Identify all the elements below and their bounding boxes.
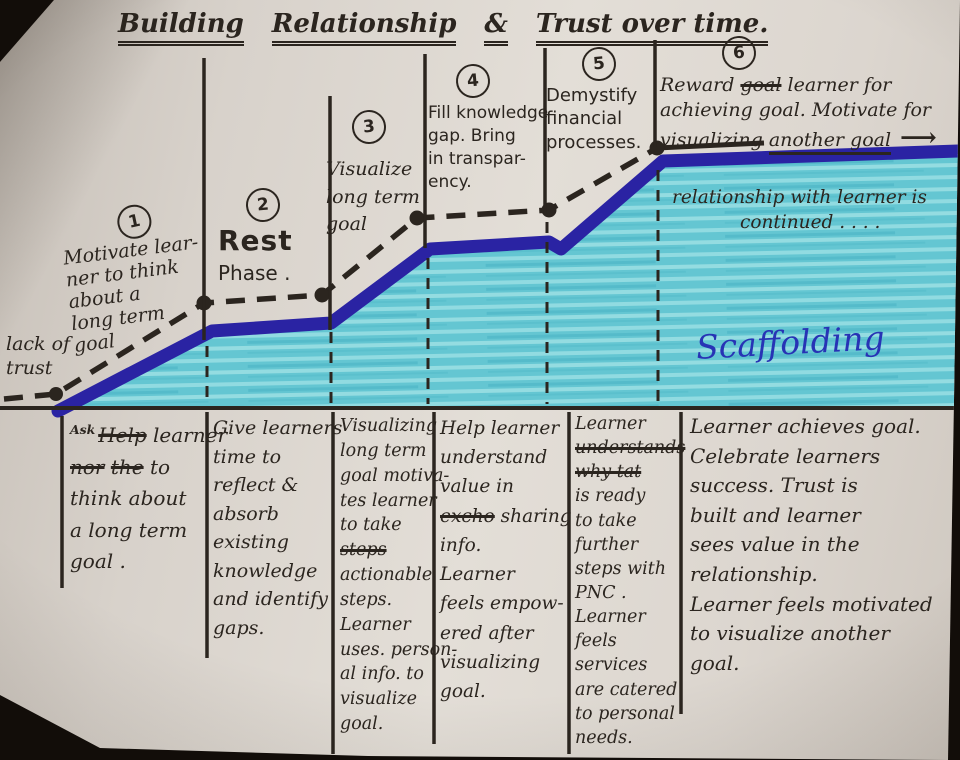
phase-3-text: Visualize long term goal [326, 158, 420, 236]
relationship-continued-note: relationship with learner is continued . … [672, 187, 927, 233]
phase-2-text: Rest Phase . [218, 224, 293, 285]
circled-number-6: 6 [720, 34, 758, 72]
page-title: Building Relationship & Trust over time. [118, 6, 918, 46]
table-column-6: Learner achieves goal. Celebrate learners… [690, 414, 933, 675]
dashed-line-solid-end [656, 140, 765, 151]
phase-6-label: 6 Reward goal learner for achieving goal.… [660, 34, 960, 156]
circled-number-2: 2 [244, 186, 282, 224]
phase-3-label: 3 Visualize long term goal [326, 108, 434, 239]
table-column-3: Visualizing long term goal motiva-tes lear… [340, 416, 458, 735]
phase-divider-dashed [205, 170, 660, 404]
trust-step-line [51, 144, 960, 418]
circled-number-5: 5 [580, 45, 618, 83]
table-column-4: Help learner understand value in excho shar… [440, 418, 572, 702]
circled-number-3: 3 [350, 108, 388, 146]
circled-number-1: 1 [114, 201, 155, 242]
lack-of-trust-label: lack of trust [6, 333, 71, 379]
table-column-2: Give learners time to reflect & absorb exist… [213, 417, 343, 639]
phase-5-text: Demystify financial processes. [546, 85, 642, 153]
table-column-5: Learner understands why tat is ready to take… [575, 414, 686, 748]
phase-divider-lines [202, 40, 657, 340]
scaffolding-area [64, 154, 958, 407]
phase-5-label: 5 Demystify financial processes. [546, 45, 664, 154]
phase-6-text: Reward goal learner for achieving goal. M… [660, 74, 937, 156]
table-column-1: Ask Help learner nor the to think about a lo… [70, 422, 228, 574]
phase-4-text: Fill knowledge gap. Bring in transpar-ency… [428, 103, 549, 192]
table-column-lines [60, 412, 683, 754]
circled-number-4: 4 [454, 62, 492, 100]
phase-4-label: 4 Fill knowledge gap. Bring in transpar-en… [428, 62, 556, 194]
phase-2-label: 2 Rest Phase . [218, 186, 330, 287]
scaffolding-label: Scaffolding [695, 318, 886, 367]
